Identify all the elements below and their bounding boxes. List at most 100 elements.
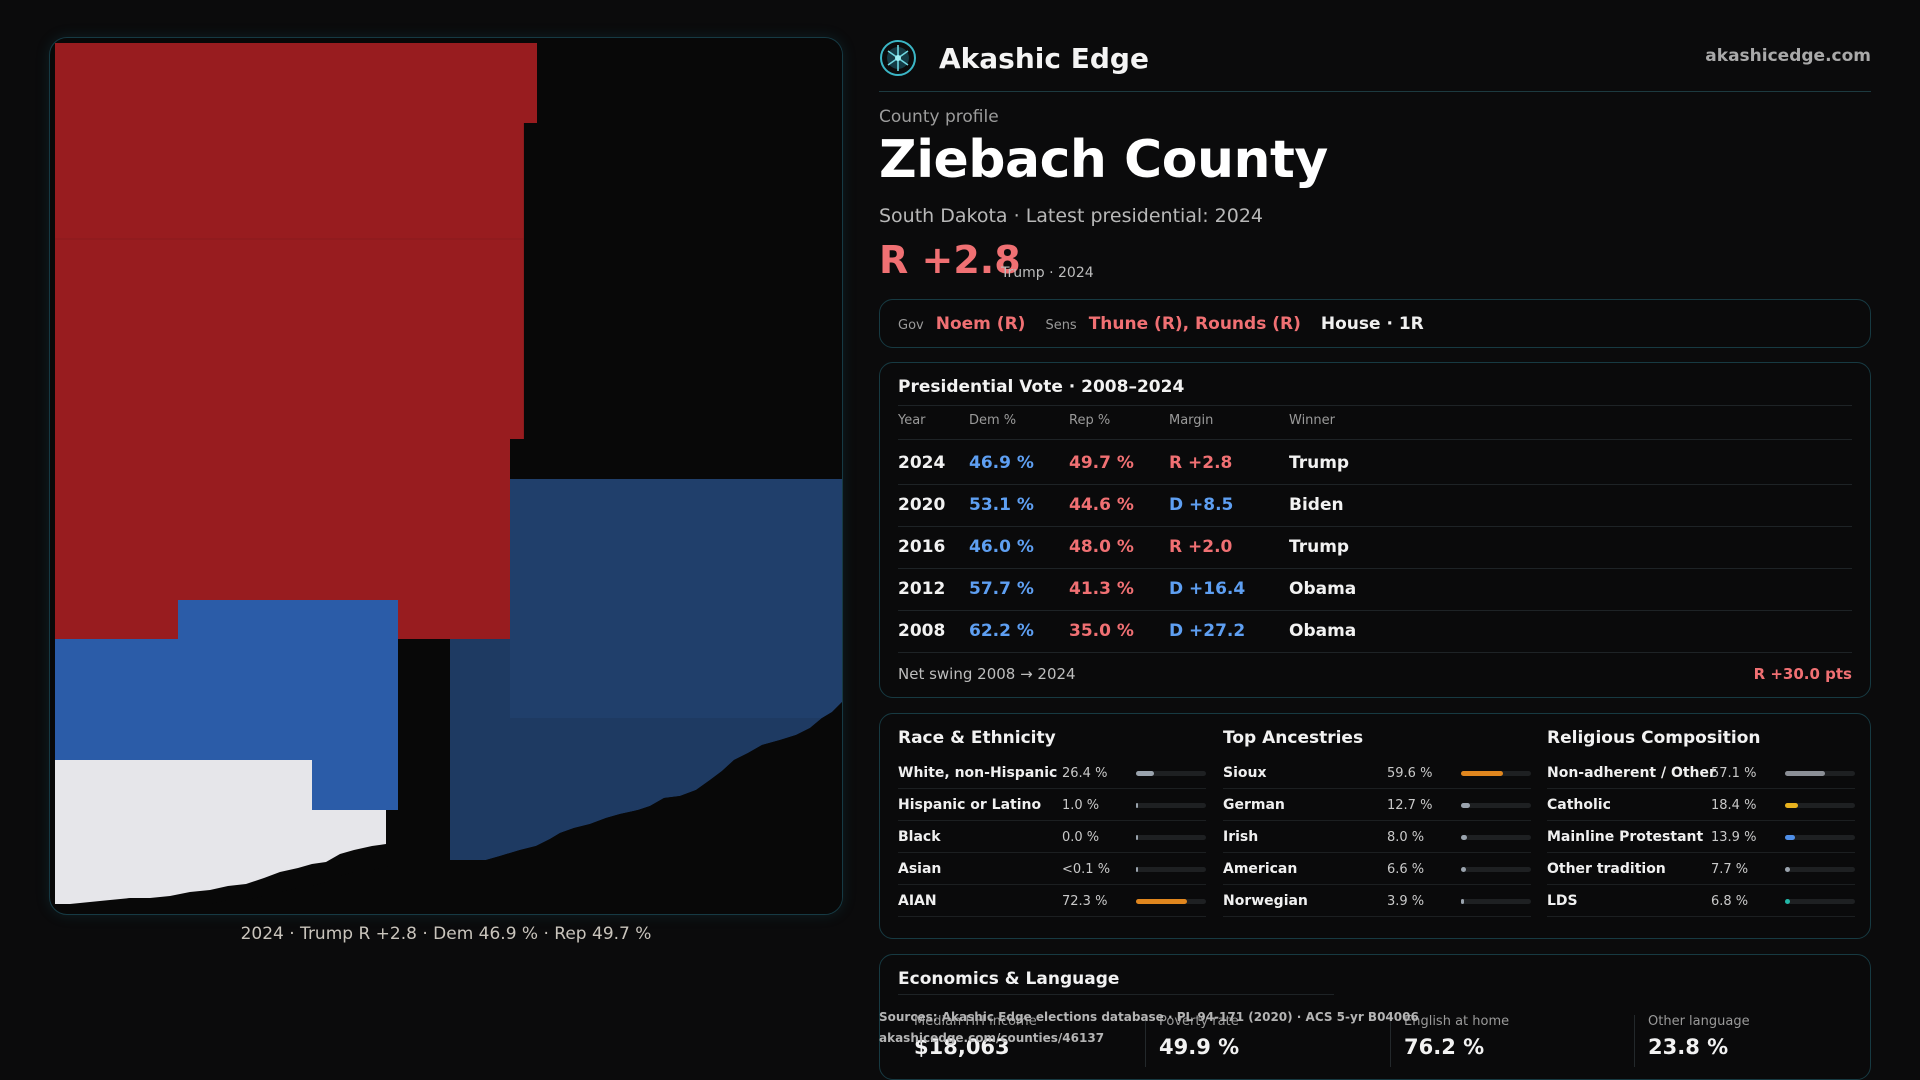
demographic-percent: 8.0 % — [1387, 830, 1425, 845]
demographic-column-title: Top Ancestries — [1223, 728, 1364, 748]
presidential-vote-card: Presidential Vote · 2008–2024 Year Dem %… — [879, 362, 1871, 698]
demographic-row[interactable]: Non-adherent / Other 57.1 % — [1547, 757, 1855, 789]
demographic-column-title: Religious Composition — [1547, 728, 1761, 748]
table-row[interactable]: 2012 57.7 % 41.3 % D +16.4 Obama — [880, 569, 1870, 611]
demographic-row[interactable]: Other tradition 7.7 % — [1547, 853, 1855, 885]
demographic-bar-fill — [1461, 771, 1503, 776]
senators-value[interactable]: Thune (R), Rounds (R) — [1088, 313, 1301, 334]
demographic-percent: 59.6 % — [1387, 766, 1433, 781]
demographic-bar-track — [1461, 899, 1531, 904]
demographic-column: Religious Composition Non-adherent / Othe… — [1547, 714, 1855, 940]
county-map[interactable] — [49, 37, 843, 915]
demographic-label: LDS — [1547, 893, 1578, 909]
demographic-row[interactable]: American 6.6 % — [1223, 853, 1531, 885]
demographic-label: Asian — [898, 861, 942, 877]
page-title: Ziebach County — [879, 130, 1328, 190]
demographic-bar-fill — [1136, 835, 1138, 840]
stat-median-income: Median HH income $18,063 — [914, 1014, 1037, 1059]
table-row[interactable]: 2024 46.9 % 49.7 % R +2.8 Trump — [880, 443, 1870, 485]
stat-other-language: Other language 23.8 % — [1648, 1014, 1750, 1059]
house-value[interactable]: House · 1R — [1320, 313, 1424, 334]
sources-line: Sources: Akashic Edge elections database… — [879, 1010, 1419, 1024]
demographic-row[interactable]: Irish 8.0 % — [1223, 821, 1531, 853]
demographic-bar-fill — [1136, 771, 1154, 776]
demographic-row[interactable]: Asian <0.1 % — [898, 853, 1206, 885]
sources-url-link[interactable]: akashicedge.com/counties/46137 — [879, 1031, 1105, 1045]
brand-name: Akashic Edge — [939, 41, 1149, 75]
cell-dem: 57.7 % — [969, 579, 1034, 599]
header-divider — [879, 91, 1871, 92]
demographic-percent: 7.7 % — [1711, 862, 1749, 877]
demographic-label: Non-adherent / Other — [1547, 765, 1716, 781]
col-header-rep: Rep % — [1069, 413, 1111, 428]
demographic-bar-fill — [1461, 867, 1466, 872]
cell-year: 2012 — [898, 579, 946, 599]
table-row[interactable]: 2016 46.0 % 48.0 % R +2.0 Trump — [880, 527, 1870, 569]
demographic-row[interactable]: Norwegian 3.9 % — [1223, 885, 1531, 917]
demographic-bar-track — [1785, 803, 1855, 808]
demographic-row[interactable]: Mainline Protestant 13.9 % — [1547, 821, 1855, 853]
demographic-row[interactable]: Black 0.0 % — [898, 821, 1206, 853]
demographic-label: Norwegian — [1223, 893, 1308, 909]
demographic-row[interactable]: Catholic 18.4 % — [1547, 789, 1855, 821]
brand-url-link[interactable]: akashicedge.com — [1705, 46, 1871, 66]
map-region-dem-strong[interactable] — [55, 600, 398, 810]
gov-label: Gov — [898, 317, 924, 333]
demographic-row[interactable]: Hispanic or Latino 1.0 % — [898, 789, 1206, 821]
demographic-row[interactable]: Sioux 59.6 % — [1223, 757, 1531, 789]
demographic-label: White, non-Hispanic — [898, 765, 1058, 781]
governor-value[interactable]: Noem (R) — [935, 313, 1026, 334]
cell-year: 2020 — [898, 495, 946, 515]
brand[interactable]: Akashic Edge — [879, 38, 1149, 78]
demographic-percent: 12.7 % — [1387, 798, 1433, 813]
officials-bar: Gov Noem (R) Sens Thune (R), Rounds (R) … — [879, 299, 1871, 348]
demographic-bar-track — [1136, 899, 1206, 904]
demographic-bar-fill — [1785, 867, 1790, 872]
demographic-bar-fill — [1136, 803, 1138, 808]
sens-label: Sens — [1045, 317, 1077, 333]
demographic-bar-fill — [1785, 899, 1790, 904]
demographic-row[interactable]: AIAN 72.3 % — [898, 885, 1206, 917]
demographic-column: Top Ancestries Sioux 59.6 % German 12.7 % Iri… — [1223, 714, 1531, 940]
demographic-percent: 0.0 % — [1062, 830, 1100, 845]
precinct-map-svg — [55, 43, 843, 914]
demographic-percent: 6.6 % — [1387, 862, 1425, 877]
cell-winner: Trump — [1289, 453, 1350, 473]
demographic-percent: 57.1 % — [1711, 766, 1757, 781]
demographic-label: Irish — [1223, 829, 1259, 845]
demographic-row[interactable]: White, non-Hispanic 26.4 % — [898, 757, 1206, 789]
demographic-label: Mainline Protestant — [1547, 829, 1704, 845]
demographic-bar-track — [1785, 771, 1855, 776]
cell-margin: R +2.0 — [1169, 537, 1233, 557]
presidential-title: Presidential Vote · 2008–2024 — [898, 377, 1185, 397]
demographic-row[interactable]: German 12.7 % — [1223, 789, 1531, 821]
demographic-label: AIAN — [898, 893, 937, 909]
cell-year: 2008 — [898, 621, 946, 641]
demographic-bar-track — [1136, 835, 1206, 840]
map-region-dem-mid[interactable] — [510, 479, 843, 718]
demographics-card: Race & Ethnicity White, non-Hispanic 26.4 … — [879, 713, 1871, 939]
demographic-bar-fill — [1136, 899, 1187, 904]
demographic-column: Race & Ethnicity White, non-Hispanic 26.4 … — [898, 714, 1206, 940]
demographic-column-title: Race & Ethnicity — [898, 728, 1056, 748]
table-row[interactable]: 2008 62.2 % 35.0 % D +27.2 Obama — [880, 611, 1870, 653]
headline-margin: R +2.8 — [879, 238, 1021, 282]
map-region-rep[interactable] — [55, 43, 537, 639]
net-swing-value: R +30.0 pts — [1753, 665, 1852, 683]
demographic-row[interactable]: LDS 6.8 % — [1547, 885, 1855, 917]
page-subtitle: South Dakota · Latest presidential: 2024 — [879, 205, 1264, 227]
demographic-percent: 1.0 % — [1062, 798, 1100, 813]
demographic-bar-fill — [1785, 835, 1795, 840]
demographic-percent: 3.9 % — [1387, 894, 1425, 909]
cell-winner: Biden — [1289, 495, 1344, 515]
cell-margin: D +8.5 — [1169, 495, 1234, 515]
demographic-label: Hispanic or Latino — [898, 797, 1042, 813]
demographic-bar-track — [1785, 835, 1855, 840]
col-header-margin: Margin — [1169, 413, 1214, 428]
cell-rep: 35.0 % — [1069, 621, 1134, 641]
demographic-percent: 72.3 % — [1062, 894, 1108, 909]
table-row[interactable]: 2020 53.1 % 44.6 % D +8.5 Biden — [880, 485, 1870, 527]
cell-dem: 46.9 % — [969, 453, 1034, 473]
page-eyebrow: County profile — [879, 107, 999, 127]
demographic-percent: 26.4 % — [1062, 766, 1108, 781]
